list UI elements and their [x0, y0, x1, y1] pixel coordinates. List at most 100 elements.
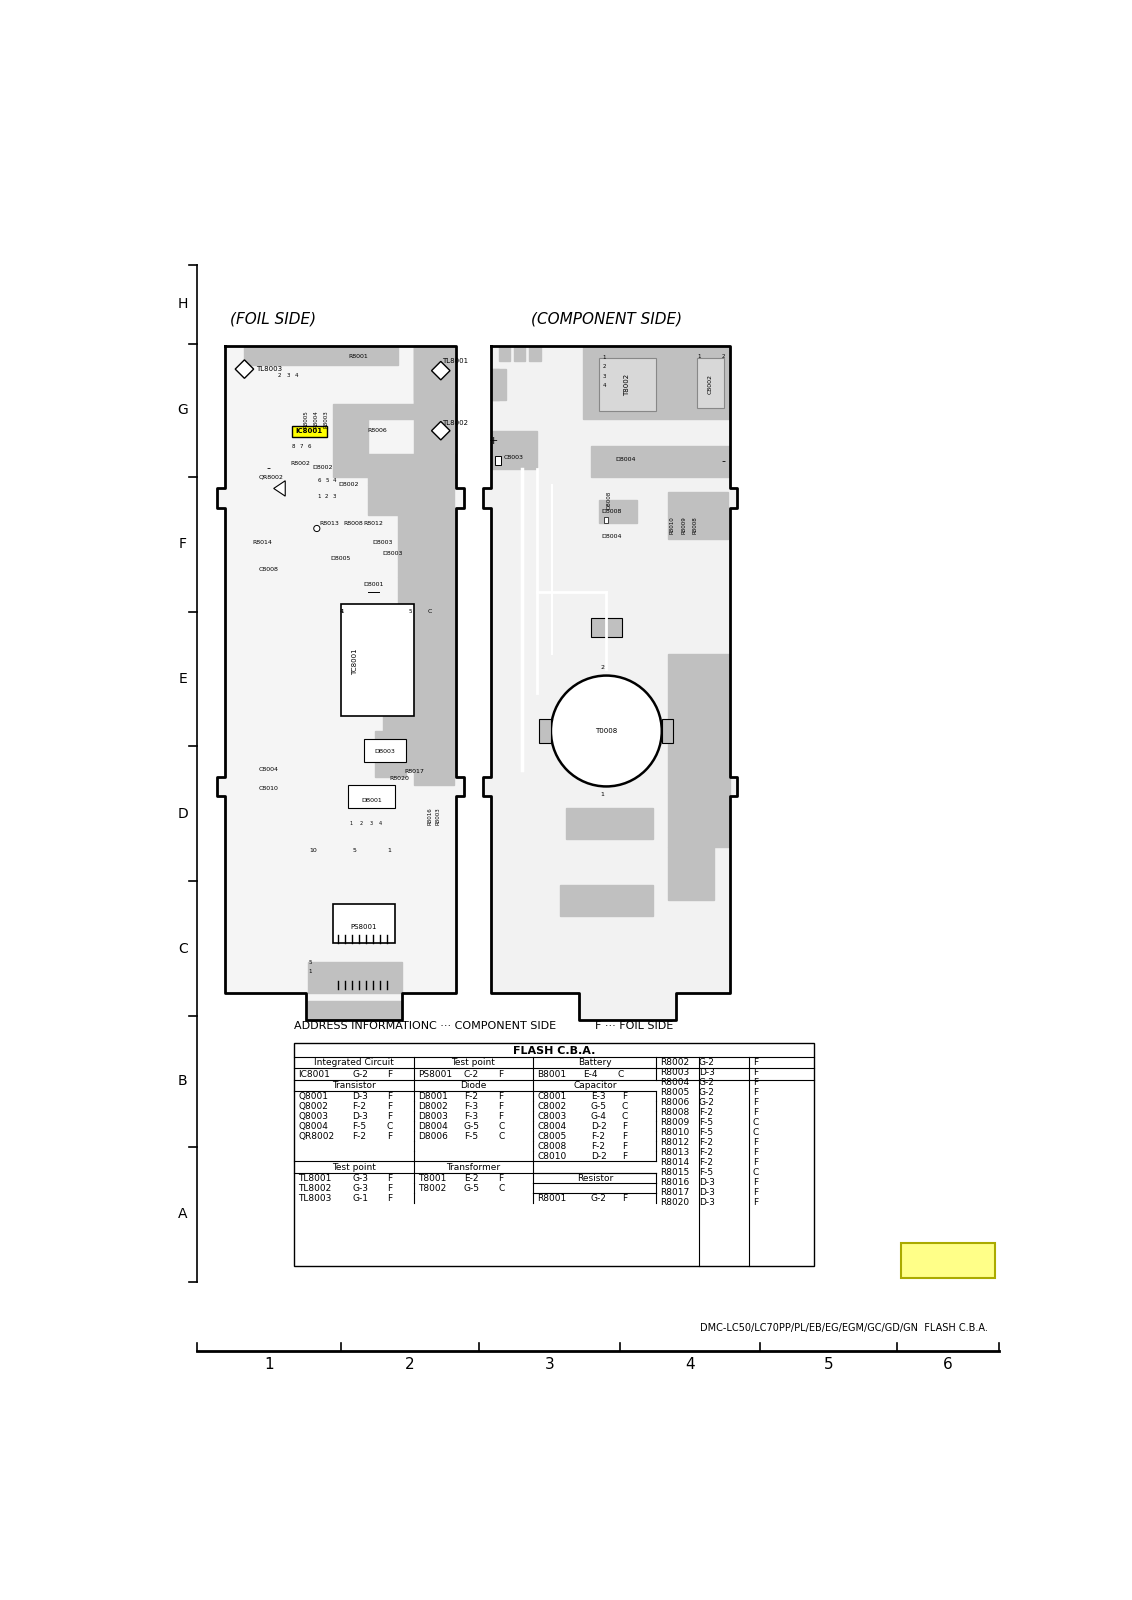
Text: R8013: R8013	[319, 520, 338, 526]
Text: R8003: R8003	[660, 1067, 689, 1077]
Text: 5: 5	[824, 1357, 833, 1373]
Text: 2: 2	[600, 666, 604, 670]
Polygon shape	[530, 346, 541, 362]
Text: C-2: C-2	[464, 1070, 479, 1078]
Text: F-5: F-5	[698, 1118, 713, 1126]
Text: 3: 3	[333, 494, 336, 499]
Text: D8002: D8002	[338, 482, 359, 486]
Text: C: C	[753, 1168, 758, 1176]
Polygon shape	[668, 792, 729, 846]
Text: 6: 6	[308, 443, 311, 448]
Polygon shape	[483, 346, 737, 1019]
Text: G-5: G-5	[464, 1122, 480, 1131]
Text: Integrated Circuit: Integrated Circuit	[315, 1058, 394, 1067]
Text: R8006: R8006	[660, 1098, 689, 1107]
Text: D-3: D-3	[698, 1178, 714, 1187]
Text: Test point: Test point	[452, 1058, 496, 1067]
Text: F: F	[498, 1102, 504, 1112]
Text: TC8001: TC8001	[352, 648, 358, 675]
Text: C: C	[753, 1128, 758, 1136]
Text: Transistor: Transistor	[333, 1082, 376, 1091]
Polygon shape	[431, 362, 451, 379]
Polygon shape	[514, 346, 525, 362]
Text: C8002: C8002	[537, 1102, 566, 1112]
Text: D8006: D8006	[418, 1133, 447, 1141]
Polygon shape	[703, 346, 714, 357]
Text: A: A	[178, 1206, 188, 1221]
Bar	[495, 456, 500, 466]
Text: -: -	[266, 462, 271, 472]
Text: F: F	[621, 1142, 627, 1152]
Text: F: F	[753, 1187, 757, 1197]
Text: F-5: F-5	[698, 1168, 713, 1176]
Text: ADDRESS INFORMATION: ADDRESS INFORMATION	[294, 1021, 430, 1030]
Text: 4: 4	[686, 1357, 695, 1373]
Text: R8015: R8015	[660, 1168, 689, 1176]
Text: F: F	[387, 1174, 392, 1182]
Circle shape	[314, 525, 320, 531]
Text: 3: 3	[369, 821, 372, 826]
Text: D-3: D-3	[698, 1067, 714, 1077]
Text: R8012: R8012	[660, 1138, 689, 1147]
Text: 8: 8	[291, 443, 294, 448]
Text: F: F	[753, 1178, 757, 1187]
Text: F: F	[621, 1194, 627, 1203]
Polygon shape	[695, 350, 728, 411]
Polygon shape	[657, 350, 727, 416]
Text: 4: 4	[379, 821, 383, 826]
Polygon shape	[376, 346, 454, 786]
Polygon shape	[591, 446, 729, 477]
Text: F: F	[621, 1122, 627, 1131]
Text: F: F	[387, 1070, 392, 1078]
Polygon shape	[421, 616, 456, 669]
Polygon shape	[368, 454, 456, 485]
Text: F: F	[753, 1058, 757, 1067]
Text: F-5: F-5	[698, 1128, 713, 1136]
Polygon shape	[333, 403, 456, 419]
Text: 3: 3	[602, 373, 606, 379]
Text: F-2: F-2	[591, 1133, 604, 1141]
Text: Q8003: Q8003	[299, 1112, 328, 1122]
Text: C8005: C8005	[537, 1133, 566, 1141]
Polygon shape	[410, 669, 456, 715]
Text: D8008: D8008	[607, 491, 611, 509]
Text: R8014: R8014	[252, 539, 272, 546]
Text: R8005: R8005	[660, 1088, 689, 1096]
Text: 5: 5	[409, 610, 412, 614]
Text: F: F	[753, 1147, 757, 1157]
Text: F: F	[498, 1093, 504, 1101]
Text: R8005: R8005	[303, 410, 309, 429]
Bar	[697, 357, 724, 408]
Text: D8008: D8008	[602, 509, 623, 514]
Text: C: C	[621, 1102, 628, 1112]
Text: R8016: R8016	[428, 806, 432, 824]
Text: F-5: F-5	[464, 1133, 478, 1141]
Text: D8004: D8004	[616, 458, 636, 462]
Text: R8003: R8003	[436, 806, 440, 824]
Text: R8014: R8014	[660, 1158, 689, 1166]
Text: 1: 1	[317, 494, 320, 499]
Text: F: F	[498, 1112, 504, 1122]
Text: D-2: D-2	[591, 1152, 607, 1162]
Text: C: C	[498, 1122, 505, 1131]
Text: C8003: C8003	[537, 1112, 566, 1122]
Polygon shape	[398, 578, 456, 616]
Text: C: C	[428, 610, 432, 614]
Polygon shape	[341, 346, 357, 360]
Bar	[591, 618, 621, 637]
Text: D8002: D8002	[312, 466, 333, 470]
Text: C8004: C8004	[537, 1122, 566, 1131]
Text: C: C	[498, 1133, 505, 1141]
Text: F-2: F-2	[464, 1093, 478, 1101]
Text: DB003: DB003	[375, 749, 395, 754]
Text: D-3: D-3	[352, 1093, 368, 1101]
Polygon shape	[599, 499, 637, 523]
Text: 3: 3	[544, 1357, 555, 1373]
Bar	[662, 720, 674, 742]
Polygon shape	[583, 346, 729, 419]
Polygon shape	[566, 808, 652, 838]
Text: Resistor: Resistor	[576, 1174, 612, 1182]
Bar	[599, 357, 657, 411]
Text: Q8004: Q8004	[299, 1122, 328, 1131]
Text: C ··· COMPONENT SIDE: C ··· COMPONENT SIDE	[429, 1021, 556, 1030]
